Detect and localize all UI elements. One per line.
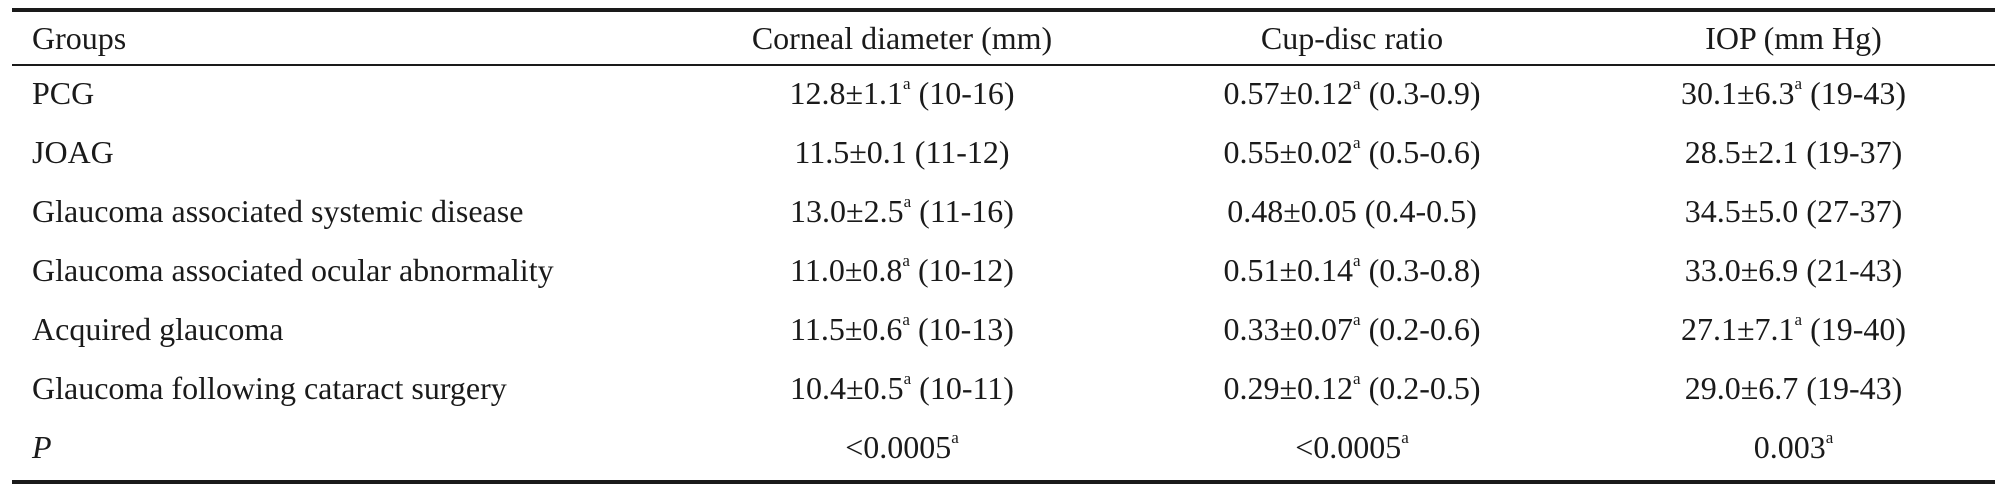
cell-group: Acquired glaucoma	[32, 311, 284, 347]
cell-group: JOAG	[32, 134, 114, 170]
header-iop: IOP (mm Hg)	[1705, 19, 1882, 56]
superscript-marker: a	[1825, 428, 1834, 447]
superscript-marker: a	[1353, 251, 1361, 270]
superscript-marker: a	[902, 310, 910, 329]
cell-value: 12.8±1.1	[789, 75, 904, 111]
cell-cup-disc-ratio: 0.57±0.12a (0.3-0.9)	[1132, 64, 1572, 123]
cell-corneal-diameter: <0.0005a	[672, 418, 1132, 477]
table-top-rule	[12, 8, 1995, 12]
cell-iop: 30.1±6.3a (19-43)	[1572, 64, 2007, 123]
cell-value: 0.33±0.07	[1223, 311, 1354, 347]
cell-iop: 33.0±6.9 (21-43)	[1572, 241, 2007, 300]
table-header: Groups Corneal diameter (mm) Cup-disc ra…	[12, 12, 2007, 64]
cell-range: (0.3-0.9)	[1360, 75, 1481, 111]
cell-value: 34.5±5.0 (27-37)	[1684, 193, 1903, 229]
cell-corneal-diameter: 13.0±2.5a (11-16)	[672, 182, 1132, 241]
cell-range: (19-40)	[1802, 311, 1907, 347]
cell-group: PCG	[32, 75, 95, 111]
cell-corneal-diameter: 12.8±1.1a (10-16)	[672, 64, 1132, 123]
superscript-marker: a	[1401, 428, 1409, 447]
cell-cup-disc-ratio: <0.0005a	[1132, 418, 1572, 477]
table-row: JOAG 11.5±0.1 (11-12) 0.55±0.02a (0.5-0.6)…	[12, 123, 2007, 182]
cell-cup-disc-ratio: 0.29±0.12a (0.2-0.5)	[1132, 359, 1572, 418]
cell-value: <0.0005	[845, 429, 952, 465]
cell-range: (10-12)	[909, 252, 1014, 288]
table-header-rule	[12, 64, 1995, 66]
cell-cup-disc-ratio: 0.55±0.02a (0.5-0.6)	[1132, 123, 1572, 182]
cell-value: 0.003	[1753, 429, 1826, 465]
table-bottom-rule	[12, 480, 1995, 484]
cell-range: (11-16)	[911, 193, 1014, 229]
header-corneal-diameter: Corneal diameter (mm)	[751, 19, 1053, 56]
results-table: Groups Corneal diameter (mm) Cup-disc ra…	[12, 12, 2007, 477]
cell-cup-disc-ratio: 0.51±0.14a (0.3-0.8)	[1132, 241, 1572, 300]
superscript-marker: a	[1353, 369, 1361, 388]
cell-range: (19-43)	[1802, 75, 1907, 111]
cell-group: Glaucoma associated systemic disease	[32, 193, 524, 229]
cell-value: 0.57±0.12	[1223, 75, 1354, 111]
cell-value: 0.51±0.14	[1223, 252, 1354, 288]
cell-value: 28.5±2.1 (19-37)	[1684, 134, 1903, 170]
cell-range: (0.3-0.8)	[1360, 252, 1481, 288]
superscript-marker: a	[903, 369, 912, 388]
cell-corneal-diameter: 11.0±0.8a (10-12)	[672, 241, 1132, 300]
header-groups: Groups	[32, 19, 127, 56]
table-row: Acquired glaucoma 11.5±0.6a (10-13) 0.33±0…	[12, 300, 2007, 359]
cell-group: P	[32, 429, 52, 465]
superscript-marker: a	[1353, 133, 1361, 152]
cell-range: (0.2-0.5)	[1360, 370, 1481, 406]
cell-value: 0.55±0.02	[1223, 134, 1354, 170]
cell-value: 11.5±0.6	[790, 311, 903, 347]
cell-range: (0.5-0.6)	[1360, 134, 1481, 170]
table-row: P <0.0005a <0.0005a 0.003a	[12, 418, 2007, 477]
cell-value: 33.0±6.9 (21-43)	[1684, 252, 1903, 288]
header-cup-disc-ratio: Cup-disc ratio	[1260, 19, 1444, 56]
table-row: Glaucoma following cataract surgery 10.4±…	[12, 359, 2007, 418]
superscript-marker: a	[1353, 310, 1361, 329]
cell-corneal-diameter: 11.5±0.1 (11-12)	[672, 123, 1132, 182]
cell-value: 27.1±7.1	[1680, 311, 1795, 347]
cell-value: 30.1±6.3	[1680, 75, 1795, 111]
cell-group: Glaucoma associated ocular abnormality	[32, 252, 554, 288]
superscript-marker: a	[903, 74, 911, 93]
cell-corneal-diameter: 11.5±0.6a (10-13)	[672, 300, 1132, 359]
cell-value: 0.48±0.05 (0.4-0.5)	[1227, 193, 1477, 229]
superscript-marker: a	[1353, 74, 1361, 93]
table-row: Glaucoma associated systemic disease 13.0…	[12, 182, 2007, 241]
table-row: PCG 12.8±1.1a (10-16) 0.57±0.12a (0.3-0.9)…	[12, 64, 2007, 123]
cell-iop: 34.5±5.0 (27-37)	[1572, 182, 2007, 241]
cell-cup-disc-ratio: 0.48±0.05 (0.4-0.5)	[1132, 182, 1572, 241]
table-row: Glaucoma associated ocular abnormality 11…	[12, 241, 2007, 300]
superscript-marker: a	[1794, 310, 1803, 329]
superscript-marker: a	[903, 192, 912, 211]
table-body: PCG 12.8±1.1a (10-16) 0.57±0.12a (0.3-0.9)…	[12, 64, 2007, 477]
cell-value: 0.29±0.12	[1223, 370, 1354, 406]
cell-group: Glaucoma following cataract surgery	[32, 370, 507, 406]
cell-value: 13.0±2.5	[790, 193, 904, 229]
cell-value: <0.0005	[1295, 429, 1402, 465]
cell-cup-disc-ratio: 0.33±0.07a (0.2-0.6)	[1132, 300, 1572, 359]
cell-iop: 28.5±2.1 (19-37)	[1572, 123, 2007, 182]
cell-value: 10.4±0.5	[790, 370, 904, 406]
cell-iop: 29.0±6.7 (19-43)	[1572, 359, 2007, 418]
superscript-marker: a	[902, 251, 910, 270]
superscript-marker: a	[1794, 74, 1803, 93]
cell-range: (10-13)	[909, 311, 1014, 347]
cell-iop: 0.003a	[1572, 418, 2007, 477]
cell-range: (10-16)	[910, 75, 1015, 111]
cell-iop: 27.1±7.1a (19-40)	[1572, 300, 2007, 359]
cell-value: 11.5±0.1 (11-12)	[794, 134, 1010, 170]
cell-value: 11.0±0.8	[790, 252, 903, 288]
cell-corneal-diameter: 10.4±0.5a (10-11)	[672, 359, 1132, 418]
cell-range: (10-11)	[911, 370, 1014, 406]
superscript-marker: a	[951, 428, 959, 447]
header-row: Groups Corneal diameter (mm) Cup-disc ra…	[12, 12, 2007, 64]
cell-value: 29.0±6.7 (19-43)	[1684, 370, 1903, 406]
cell-range: (0.2-0.6)	[1360, 311, 1481, 347]
